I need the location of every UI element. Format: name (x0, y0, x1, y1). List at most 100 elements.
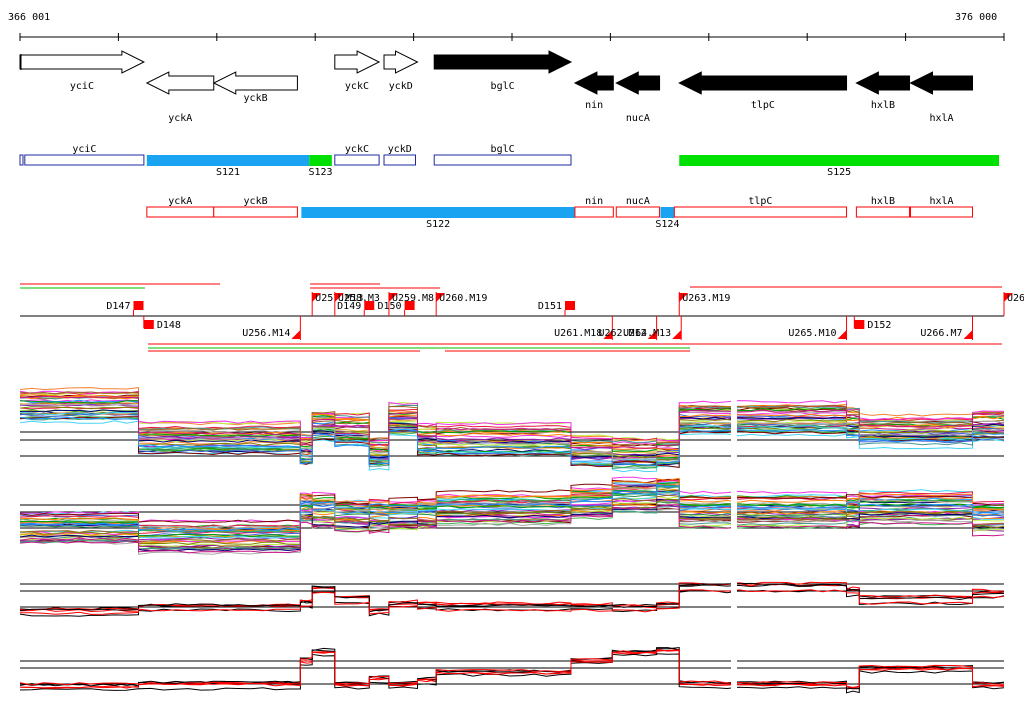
expression-profile (19, 582, 1005, 613)
segment-label: S125 (827, 167, 851, 178)
gene-box-label: hxlA (929, 196, 953, 207)
feature-label: U26 (1007, 293, 1024, 304)
upshift-marker (679, 293, 689, 302)
feature-label: U263.M19 (682, 293, 730, 304)
gene-arrow-nin (573, 71, 614, 95)
feature-label: U264.M13 (623, 328, 671, 339)
coordinate-ruler: 366 001 376 000 (8, 12, 1005, 41)
feature-label: U257.M13 (315, 293, 363, 304)
expression-profile (19, 499, 1005, 552)
downshift-marker (291, 330, 301, 339)
gene-label: yckB (244, 93, 268, 104)
gene-box-ycic (24, 154, 145, 166)
segment-s124 (660, 207, 675, 218)
gene-label: bglC (491, 81, 515, 92)
expression-profiles (19, 581, 1005, 617)
deletion-marker (854, 320, 865, 329)
expression-profiles (19, 387, 1005, 473)
segment-label: S121 (216, 167, 240, 178)
expression-profile (20, 589, 1005, 615)
upshift-marker (334, 293, 344, 302)
gene-box-label: nucA (626, 196, 650, 207)
plot-gap (731, 570, 737, 620)
expression-profile (19, 391, 1005, 448)
plot-gap (731, 478, 737, 546)
plot-gap (731, 644, 737, 700)
gene-arrow-ycka (145, 71, 215, 95)
gene-box-hxlb (855, 206, 911, 218)
feature-label: U256.M14 (242, 328, 290, 339)
gene-box-yckc (334, 154, 380, 166)
expression-profile (19, 403, 1005, 462)
segment-s123 (309, 155, 332, 166)
gene-arrow-track: yciC yckA yckB yckC yckD bglC nin nucA tlpC hxlB h… (19, 50, 974, 124)
gene-arrow-yckc (334, 50, 381, 74)
segment-s122 (301, 207, 575, 218)
expression-panel-4 (19, 644, 1005, 700)
expression-profile (19, 485, 1005, 532)
gene-box-label: nin (585, 196, 603, 207)
expression-profile (19, 498, 1005, 545)
expression-profiles (19, 476, 1005, 555)
gene-arrow-tlpc (678, 71, 848, 95)
feature-label: D148 (157, 320, 181, 331)
upshift-marker (388, 293, 398, 302)
expression-panel-3 (19, 570, 1005, 620)
feature-label: D150 (378, 301, 402, 312)
deletion-marker (364, 301, 375, 310)
expression-profile (19, 504, 1005, 554)
gene-box-label: yciC (72, 144, 96, 155)
gene-box-bglc (433, 154, 572, 166)
segment-s121 (146, 155, 310, 166)
gene-label: tlpC (751, 100, 775, 111)
gene-box-label: yckA (168, 196, 192, 207)
gene-label: yckA (168, 113, 192, 124)
expression-profile (19, 390, 1004, 445)
feature-label: U261.M18 (554, 328, 602, 339)
expression-profile (19, 395, 1005, 449)
expression-profiles (19, 646, 1005, 694)
minus-strand-track: S122 S124 yckA yckB nin nucA tlpC hxlB hxlA (146, 196, 974, 230)
gene-box-label: yckC (345, 144, 369, 155)
gene-box-yckb (213, 206, 298, 218)
gene-label: hxlA (929, 113, 953, 124)
feature-label: D149 (337, 301, 361, 312)
ruler-start-label: 366 001 (8, 12, 50, 23)
upshift-marker (1004, 293, 1013, 302)
feature-label: U262.M12 (598, 328, 646, 339)
deletion-marker (143, 320, 154, 329)
feature-label: D152 (867, 320, 891, 331)
gene-arrow-hxlb (855, 71, 911, 95)
downshift-marker (647, 330, 657, 339)
feature-label: U266.M7 (920, 328, 962, 339)
gene-box-yckd (383, 154, 417, 166)
downshift-marker (963, 330, 973, 339)
gene-box-tlpc (673, 206, 848, 218)
expression-profile (19, 649, 1005, 688)
gene-label: hxlB (871, 100, 895, 111)
expression-profile (19, 395, 1005, 451)
gene-box-nuca (615, 206, 661, 218)
plus-strand-track: S121 S123 S125 yciC yckC yckD bglC (19, 144, 1000, 178)
segment-label: S122 (426, 219, 450, 230)
expression-panel-2 (19, 476, 1005, 555)
feature-label: U265.M10 (788, 328, 836, 339)
gene-box-label: tlpC (748, 196, 772, 207)
deletion-marker (565, 301, 576, 310)
feature-label: U260.M19 (439, 293, 487, 304)
feature-label: U258.M3 (338, 293, 380, 304)
segment-label: S123 (308, 167, 332, 178)
gene-arrow-yckd (383, 50, 419, 74)
gene-box-label: hxlB (871, 196, 895, 207)
gene-arrow-bglc (433, 50, 573, 74)
plot-gap (731, 398, 737, 462)
feature-label: D151 (538, 301, 562, 312)
downshift-marker (672, 330, 682, 339)
gene-label: yckC (345, 81, 369, 92)
expression-profile (19, 416, 1005, 467)
deletion-marker (133, 301, 144, 310)
